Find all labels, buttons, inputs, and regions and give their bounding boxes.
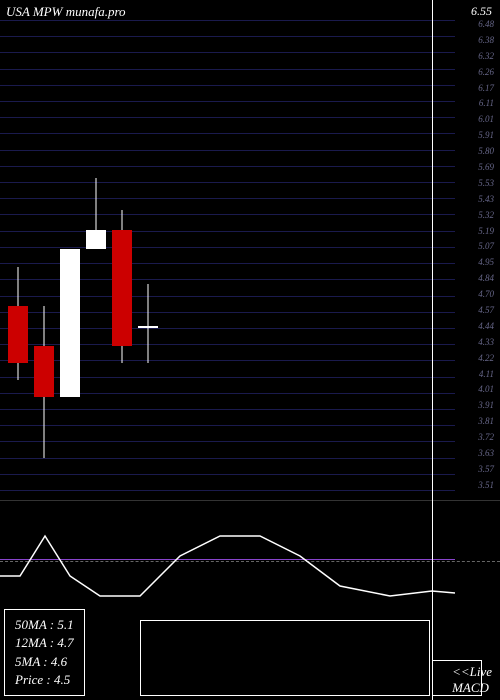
cursor-line: [432, 0, 433, 700]
y-axis-label: 3.91: [478, 401, 494, 410]
y-axis-label: 3.51: [478, 481, 494, 490]
y-axis-label: 5.80: [478, 147, 494, 156]
candle-body: [112, 230, 132, 346]
info-box: 50MA : 5.112MA : 4.75MA : 4.6Price : 4.5: [4, 609, 85, 696]
macd-line: [0, 501, 500, 621]
candle: [8, 20, 28, 490]
y-axis-label: 4.57: [478, 306, 494, 315]
y-axis-label: 6.01: [478, 115, 494, 124]
y-axis-label: 5.53: [478, 179, 494, 188]
live-label-line2: MACD: [452, 680, 492, 696]
y-axis-label: 4.22: [478, 354, 494, 363]
y-axis-label: 6.17: [478, 84, 494, 93]
candle-body: [86, 230, 106, 249]
candlesticks: [0, 20, 455, 490]
y-axis-label: 3.63: [478, 449, 494, 458]
y-axis-label: 4.01: [478, 385, 494, 394]
candle-body: [138, 326, 158, 328]
candle: [138, 20, 158, 490]
y-axis-label: 3.72: [478, 433, 494, 442]
candle-body: [34, 346, 54, 397]
current-price-label: 6.55: [471, 4, 492, 19]
candle: [34, 20, 54, 490]
y-axis-label: 6.26: [478, 68, 494, 77]
y-axis-labels: 6.48 6.38 6.32 6.26 6.17 6.11 6.01 5.91 5.80 5.69…: [478, 20, 494, 490]
y-axis-label: 3.57: [478, 465, 494, 474]
y-axis-label: 5.32: [478, 211, 494, 220]
y-axis-label: 4.44: [478, 322, 494, 331]
y-axis-label: 4.95: [478, 258, 494, 267]
info-row: 5MA : 4.6: [15, 653, 74, 671]
header-ticker: USA MPW munafa.pro: [6, 4, 126, 20]
info-row: 12MA : 4.7: [15, 634, 74, 652]
ticker-symbol: USA MPW: [6, 4, 62, 19]
y-axis-label: 5.69: [478, 163, 494, 172]
candle: [86, 20, 106, 490]
y-axis-label: 4.70: [478, 290, 494, 299]
y-axis-label: 5.43: [478, 195, 494, 204]
live-macd-label: <<Live MACD: [452, 664, 492, 696]
y-axis-label: 4.33: [478, 338, 494, 347]
macd-panel: [0, 500, 500, 620]
y-axis-label: 6.38: [478, 36, 494, 45]
source-label: munafa.pro: [66, 4, 126, 19]
candle: [112, 20, 132, 490]
candle-body: [8, 306, 28, 363]
info-row: Price : 4.5: [15, 671, 74, 689]
info-row: 50MA : 5.1: [15, 616, 74, 634]
y-axis-label: 4.84: [478, 274, 494, 283]
y-axis-label: 6.11: [478, 99, 494, 108]
histogram-bar: [140, 620, 430, 696]
y-axis-label: 3.81: [478, 417, 494, 426]
y-axis-label: 5.19: [478, 227, 494, 236]
y-axis-label: 6.48: [478, 20, 494, 29]
y-axis-label: 6.32: [478, 52, 494, 61]
candle: [60, 20, 80, 490]
gridline: [0, 490, 455, 491]
price-chart: 6.48 6.38 6.32 6.26 6.17 6.11 6.01 5.91 5.80 5.69…: [0, 0, 500, 500]
chart-container: USA MPW munafa.pro 6.55 6.48 6.38 6.32 6.26…: [0, 0, 500, 700]
y-axis-label: 5.07: [478, 242, 494, 251]
candle-wick: [148, 284, 149, 363]
candle-body: [60, 249, 80, 397]
y-axis-label: 5.91: [478, 131, 494, 140]
y-axis-label: 4.11: [478, 370, 494, 379]
live-label-line1: <<Live: [452, 664, 492, 680]
